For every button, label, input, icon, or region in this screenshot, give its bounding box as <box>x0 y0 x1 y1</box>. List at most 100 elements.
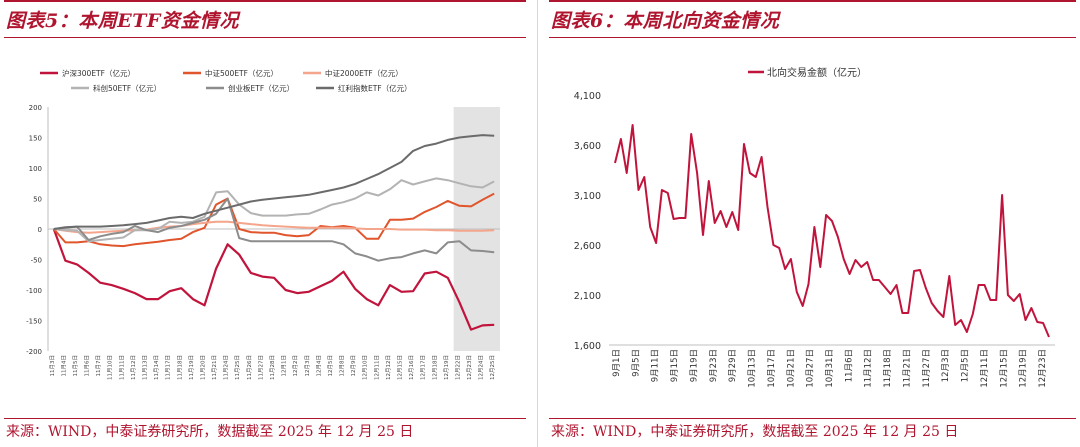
x-tick-label: 10月27日 <box>806 349 816 388</box>
northbound-panel: 图表6：本周北向资金情况 1,600 2,100 2,600 3,100 3,600 4,… <box>545 0 1080 447</box>
y-tick-label: 2,100 <box>574 291 601 302</box>
x-tick-label: 11月14日 <box>153 355 160 380</box>
x-tick-label: 12月9日 <box>350 355 357 377</box>
x-tick-label: 12月2日 <box>292 355 299 377</box>
legend-label: 科创50ETF（亿元） <box>93 83 161 93</box>
x-tick-label: 12月15日 <box>396 355 403 380</box>
x-tick-label: 9月29日 <box>728 349 738 382</box>
x-tick-label: 12月22日 <box>454 355 461 380</box>
top-rule <box>4 0 526 2</box>
series-line-3 <box>53 220 495 234</box>
legend-label: 北向交易金额（亿元） <box>767 66 867 79</box>
x-tick-label: 12月11日 <box>373 355 380 380</box>
x-tick-label: 9月11日 <box>651 349 661 382</box>
y-tick-label: 0 <box>38 226 42 234</box>
x-tick-label: 11月6日 <box>844 349 854 382</box>
y-tick-label: 150 <box>29 135 42 143</box>
x-tick-label: 11月27日 <box>257 355 264 380</box>
x-tick-label: 12月10日 <box>362 355 369 380</box>
x-tick-label: 11月3日 <box>49 355 56 377</box>
x-tick-label: 12月11日 <box>980 349 990 388</box>
x-tick-label: 12月25日 <box>489 355 496 380</box>
x-tick-label: 12月1日 <box>281 355 288 377</box>
x-tick-label: 11月21日 <box>902 349 912 388</box>
northbound-line <box>614 124 1050 338</box>
y-tick-label: 2,600 <box>574 241 601 252</box>
x-tick-label: 11月6日 <box>84 355 91 377</box>
x-tick-label: 11月20日 <box>199 355 206 380</box>
x-tick-label: 11月19日 <box>188 355 195 380</box>
legend-label: 中证2000ETF（亿元） <box>325 68 403 78</box>
x-tick-label: 10月17日 <box>767 349 777 388</box>
x-tick-label: 9月15日 <box>670 349 680 382</box>
x-tick-label: 12月8日 <box>339 355 346 377</box>
x-tick-label: 11月12日 <box>130 355 137 380</box>
legend-label: 创业板ETF（亿元） <box>228 83 294 93</box>
title-rule <box>4 37 526 38</box>
x-tick-label: 12月19日 <box>443 355 450 380</box>
x-tick-label: 9月5日 <box>631 349 641 377</box>
etf-source-note: 来源：WIND，中泰证券研究所，数据截至 2025 年 12 月 25 日 <box>6 424 414 440</box>
x-tick-label: 11月24日 <box>223 355 230 380</box>
x-tick-label: 12月5日 <box>327 355 334 377</box>
x-tick-label: 11月25日 <box>234 355 241 380</box>
x-tick-label: 9月23日 <box>709 349 719 382</box>
y-tick-label: 200 <box>29 104 42 112</box>
title-rule <box>549 37 1076 38</box>
y-tick-label: 100 <box>29 165 42 173</box>
x-tick-label: 11月5日 <box>72 355 79 377</box>
source-rule <box>4 418 526 419</box>
y-tick-label: 4,100 <box>574 91 601 102</box>
northbound-chart: 1,600 2,100 2,600 3,100 3,600 4,100 9月1日 9月5日 9月… <box>574 66 1055 388</box>
x-tick-label: 12月15日 <box>999 349 1009 388</box>
legend-label: 红利指数ETF（亿元） <box>338 83 412 93</box>
x-tick-label: 12月24日 <box>478 355 485 380</box>
x-tick-label: 10月13日 <box>748 349 758 388</box>
etf-chart-title: 图表5：本周ETF资金情况 <box>6 10 239 32</box>
x-tick-label: 12月5日 <box>961 349 971 382</box>
x-tick-label: 11月21日 <box>211 355 218 380</box>
x-tick-label: 11月10日 <box>107 355 114 380</box>
series-line-6 <box>53 134 495 230</box>
x-tick-label: 11月26日 <box>246 355 253 380</box>
etf-chart: -200 -150 -100 -50 0 50 100 150 200 11月3日 11月4日 11月… <box>26 68 500 380</box>
x-tick-label: 12月16日 <box>408 355 415 380</box>
x-tick-label: 12月4日 <box>315 355 322 377</box>
x-tick-label: 9月19日 <box>689 349 699 382</box>
x-tick-label: 11月4日 <box>60 355 67 377</box>
x-tick-label: 12月12日 <box>385 355 392 380</box>
x-tick-label: 12月19日 <box>1019 349 1029 388</box>
etf-panel: 图表5：本周ETF资金情况 -200 -150 -100 -50 0 50 100 150 20… <box>0 0 530 447</box>
y-tick-label: -100 <box>26 287 42 295</box>
series-line-1 <box>52 228 495 331</box>
y-tick-label: -150 <box>26 318 42 326</box>
y-tick-label: -50 <box>31 257 42 265</box>
northbound-chart-title: 图表6：本周北向资金情况 <box>551 10 780 32</box>
x-tick-label: 11月13日 <box>142 355 149 380</box>
legend-label: 沪深300ETF（亿元） <box>62 68 135 78</box>
x-tick-label: 12月3日 <box>941 349 951 382</box>
x-tick-label: 11月27日 <box>922 349 932 388</box>
x-tick-label: 11月11日 <box>118 355 125 380</box>
x-tick-label: 12月23日 <box>1038 349 1048 388</box>
x-tick-label: 11月18日 <box>176 355 183 380</box>
y-tick-label: 3,100 <box>574 191 601 202</box>
x-tick-label: 12月17日 <box>420 355 427 380</box>
series-line-5 <box>53 197 495 262</box>
x-tick-label: 10月21日 <box>786 349 796 388</box>
source-rule <box>549 418 1076 419</box>
y-tick-label: 1,600 <box>574 341 601 352</box>
y-tick-label: -200 <box>26 348 42 356</box>
top-rule <box>549 0 1076 2</box>
x-tick-label: 11月18日 <box>883 349 893 388</box>
panel-divider <box>537 0 538 447</box>
legend-label: 中证500ETF（亿元） <box>205 68 278 78</box>
x-tick-label: 9月1日 <box>612 349 622 377</box>
x-tick-label: 11月12日 <box>864 349 874 388</box>
series-line-2 <box>53 192 495 248</box>
x-tick-label: 11月28日 <box>269 355 276 380</box>
x-tick-label: 12月3日 <box>304 355 311 377</box>
y-tick-label: 3,600 <box>574 141 601 152</box>
series-line-4 <box>53 177 495 243</box>
x-tick-label: 10月31日 <box>825 349 835 388</box>
